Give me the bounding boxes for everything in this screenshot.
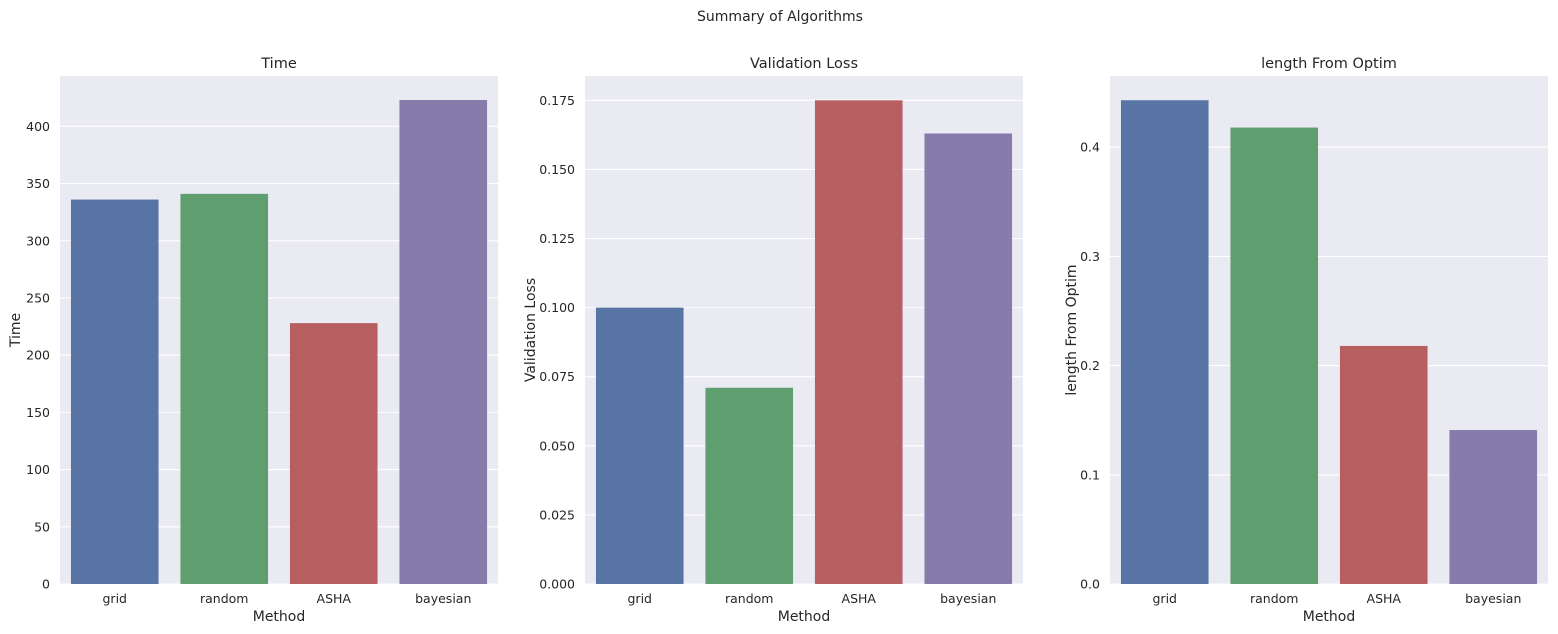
x-tick-label: ASHA xyxy=(842,591,877,606)
y-axis-label: Time xyxy=(8,313,24,348)
x-tick-label: ASHA xyxy=(1367,591,1402,606)
x-axis-label: Method xyxy=(253,609,306,625)
y-tick-label: 0.150 xyxy=(539,162,575,177)
bar-random xyxy=(1230,127,1319,584)
x-tick-label: grid xyxy=(1153,591,1177,606)
bar-asha xyxy=(1339,345,1428,584)
bar-bayesian xyxy=(1449,430,1538,584)
subplots: 0 50 100 150 200 250 300 350 400 grid random ASHA ba… xyxy=(8,56,1548,625)
y-tick-label: 0 xyxy=(42,577,50,592)
y-tick-label: 0.1 xyxy=(1080,467,1100,482)
bar-asha xyxy=(814,100,903,585)
x-axis-label: Method xyxy=(778,609,831,625)
subplot-validation-loss: 0.000 0.025 0.050 0.075 0.100 0.125 0.150 0.175… xyxy=(523,56,1023,625)
x-tick-label: bayesian xyxy=(415,591,471,606)
x-tick-label: bayesian xyxy=(940,591,996,606)
y-tick-label: 0.000 xyxy=(539,577,575,592)
x-axis-label: Method xyxy=(1303,609,1356,625)
y-tick-label: 400 xyxy=(26,119,50,134)
y-tick-label: 0.025 xyxy=(539,507,575,522)
bar-bayesian xyxy=(924,133,1013,584)
y-tick-label: 0.175 xyxy=(539,93,575,108)
x-tick-label: random xyxy=(200,591,248,606)
y-tick-label: 300 xyxy=(26,233,50,248)
y-tick-label: 0.2 xyxy=(1080,358,1100,373)
subplot-title: Time xyxy=(260,56,297,72)
bar-grid xyxy=(1120,100,1209,584)
y-tick-label: 100 xyxy=(26,462,50,477)
bar-grid xyxy=(70,199,159,584)
y-tick-label: 0.0 xyxy=(1080,577,1100,592)
y-tick-label: 250 xyxy=(26,290,50,305)
bar-random xyxy=(705,387,794,584)
subplot-title: Validation Loss xyxy=(750,56,858,72)
bar-asha xyxy=(289,323,378,584)
y-axis-label: Validation Loss xyxy=(523,278,539,382)
x-tick-label: random xyxy=(1250,591,1298,606)
bar-random xyxy=(180,193,269,584)
x-tick-label: grid xyxy=(628,591,652,606)
x-tick-label: ASHA xyxy=(317,591,352,606)
subplot-time: 0 50 100 150 200 250 300 350 400 grid random ASHA ba… xyxy=(8,56,498,625)
y-tick-label: 50 xyxy=(34,519,50,534)
y-tick-label: 200 xyxy=(26,348,50,363)
y-tick-label: 350 xyxy=(26,176,50,191)
subplot-length-from-optim: 0.0 0.1 0.2 0.3 0.4 grid random ASHA bayesian len… xyxy=(1064,56,1548,625)
x-tick-label: grid xyxy=(103,591,127,606)
y-tick-label: 0.4 xyxy=(1080,140,1100,155)
y-tick-label: 0.100 xyxy=(539,300,575,315)
y-tick-label: 0.125 xyxy=(539,231,575,246)
figure-suptitle: Summary of Algorithms xyxy=(697,9,863,25)
y-tick-label: 0.050 xyxy=(539,438,575,453)
bar-bayesian xyxy=(399,100,488,584)
x-tick-label: bayesian xyxy=(1465,591,1521,606)
y-tick-label: 150 xyxy=(26,405,50,420)
bar-grid xyxy=(595,307,684,584)
y-tick-label: 0.075 xyxy=(539,369,575,384)
y-axis-label: length From Optim xyxy=(1064,264,1080,395)
subplot-title: length From Optim xyxy=(1261,56,1397,72)
x-tick-label: random xyxy=(725,591,773,606)
y-tick-label: 0.3 xyxy=(1080,249,1100,264)
